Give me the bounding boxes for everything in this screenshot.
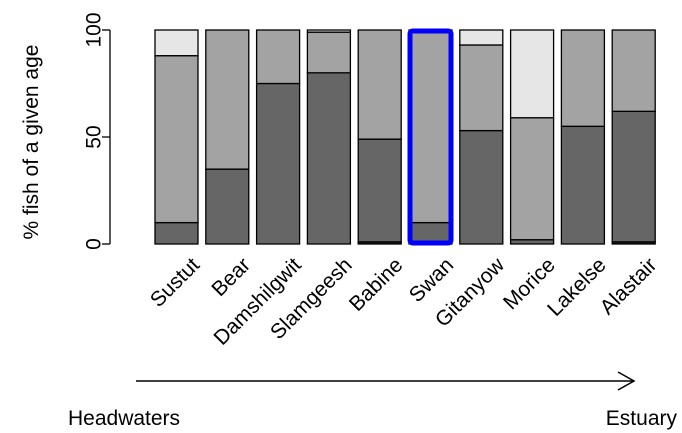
bar-segment [509,117,555,241]
bar-segment [560,125,606,245]
bar-segment [611,29,656,112]
flow-arrow [136,371,636,391]
bar-segment [408,29,453,224]
bar-segment [255,29,301,85]
bar-morice [509,29,555,245]
estuary-label: Estuary [606,407,678,430]
y-tick-label: 0 [83,238,106,250]
bar-segment [357,138,402,243]
bar-segment [509,29,555,119]
bar-bear [205,29,250,245]
bar-segment [306,29,352,33]
bar-slamgeesh [306,29,352,245]
bar-segment [306,31,352,74]
bar-lakelse [560,29,606,245]
bar-damshilgwit [255,29,301,245]
bar-segment [611,110,656,243]
headwaters-label: Headwaters [68,407,180,430]
y-tick-label: 50 [83,125,106,148]
bar-segment [459,44,504,132]
arrow-head [617,371,636,391]
x-tick-label: Alastair [596,253,662,319]
y-axis: 0 50 100 [83,12,111,250]
x-tick-label: Babine [345,253,408,316]
bar-segment [459,29,504,46]
bar-alastair [611,29,656,245]
bar-swan [407,28,454,246]
bar-segment [154,221,199,245]
y-tick-label: 100 [83,12,106,47]
bar-gitanyow [459,29,504,245]
highlight-outline [407,28,454,246]
bar-sustut [154,29,199,245]
bar-segment [560,29,606,127]
bar-segment [459,129,504,245]
bar-segment [154,29,199,57]
bar-segment [357,29,402,140]
bar-segment [205,168,250,245]
x-tick-labels: Sustut BearDamshilgwitSlamgeeshBabineSwan… [146,253,662,350]
bar-segment [306,72,352,245]
bar-segment [154,55,199,224]
y-axis-label: % fish of a given age [20,45,43,240]
bar-segment [255,82,301,245]
bar-segment [205,29,250,170]
bars [154,28,656,246]
x-tick-label: Sustut [146,253,204,311]
bar-babine [357,29,402,245]
